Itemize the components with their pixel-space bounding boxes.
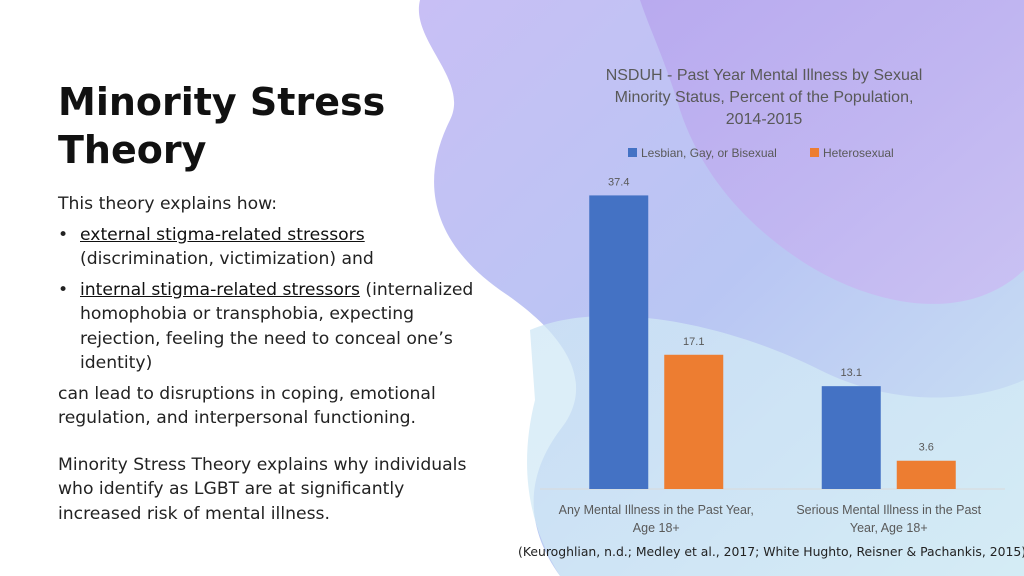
intro-text: This theory explains how: — [58, 194, 278, 214]
data-label: 13.1 — [841, 367, 862, 379]
legend-label: Heterosexual — [823, 146, 894, 160]
data-label: 17.1 — [683, 336, 704, 348]
legend-label: Lesbian, Gay, or Bisexual — [641, 146, 777, 160]
bullet-list: • external stigma-related stressors (disc… — [58, 223, 478, 376]
legend-swatch-lgb — [628, 148, 637, 157]
outcome-text: can lead to disruptions in coping, emoti… — [58, 383, 436, 429]
citation: (Keuroghlian, n.d.; Medley et al., 2017;… — [518, 544, 1024, 559]
internal-stressors-detail: (internalized homophobia or transphobia,… — [80, 279, 474, 374]
conclusion-text: Minority Stress Theory explains why indi… — [58, 454, 467, 524]
chart-title-line: Minority Status, Percent of the Populati… — [615, 89, 914, 106]
data-label: 37.4 — [608, 176, 629, 188]
bullet-icon: • — [58, 224, 69, 245]
list-item: • external stigma-related stressors (disc… — [58, 223, 478, 272]
category-label: Year, Age 18+ — [850, 521, 928, 535]
list-item: • internal stigma-related stressors (inte… — [58, 278, 478, 376]
blob-cyan — [527, 315, 1024, 576]
bar-heterosexual-serious-mental-illness — [896, 460, 956, 489]
category-label: Any Mental Illness in the Past Year, — [559, 503, 754, 517]
legend-swatch-heterosexual — [810, 148, 819, 157]
category-label: Serious Mental Illness in the Past — [796, 503, 981, 517]
bar-lgb-any-mental-illness — [589, 195, 649, 489]
chart-title-line: NSDUH - Past Year Mental Illness by Sexu… — [606, 67, 923, 84]
bullet-icon: • — [58, 279, 69, 300]
slide-title: Minority Stress Theory — [58, 80, 386, 172]
bar-heterosexual-any-mental-illness — [664, 354, 724, 489]
bar-chart: NSDUH - Past Year Mental Illness by Sexu… — [540, 67, 1005, 535]
category-label: Age 18+ — [633, 521, 680, 535]
bar-lgb-serious-mental-illness — [821, 386, 881, 489]
internal-stressors-term: internal stigma-related stressors — [80, 279, 360, 300]
data-label: 3.6 — [919, 442, 934, 454]
external-stressors-term: external stigma-related stressors — [80, 224, 365, 245]
external-stressors-detail: (discrimination, victimization) and — [80, 249, 374, 269]
body-text: This theory explains how: • external stig… — [58, 192, 478, 526]
chart-title-line: 2014-2015 — [726, 111, 803, 128]
blob-purple — [640, 0, 1024, 304]
